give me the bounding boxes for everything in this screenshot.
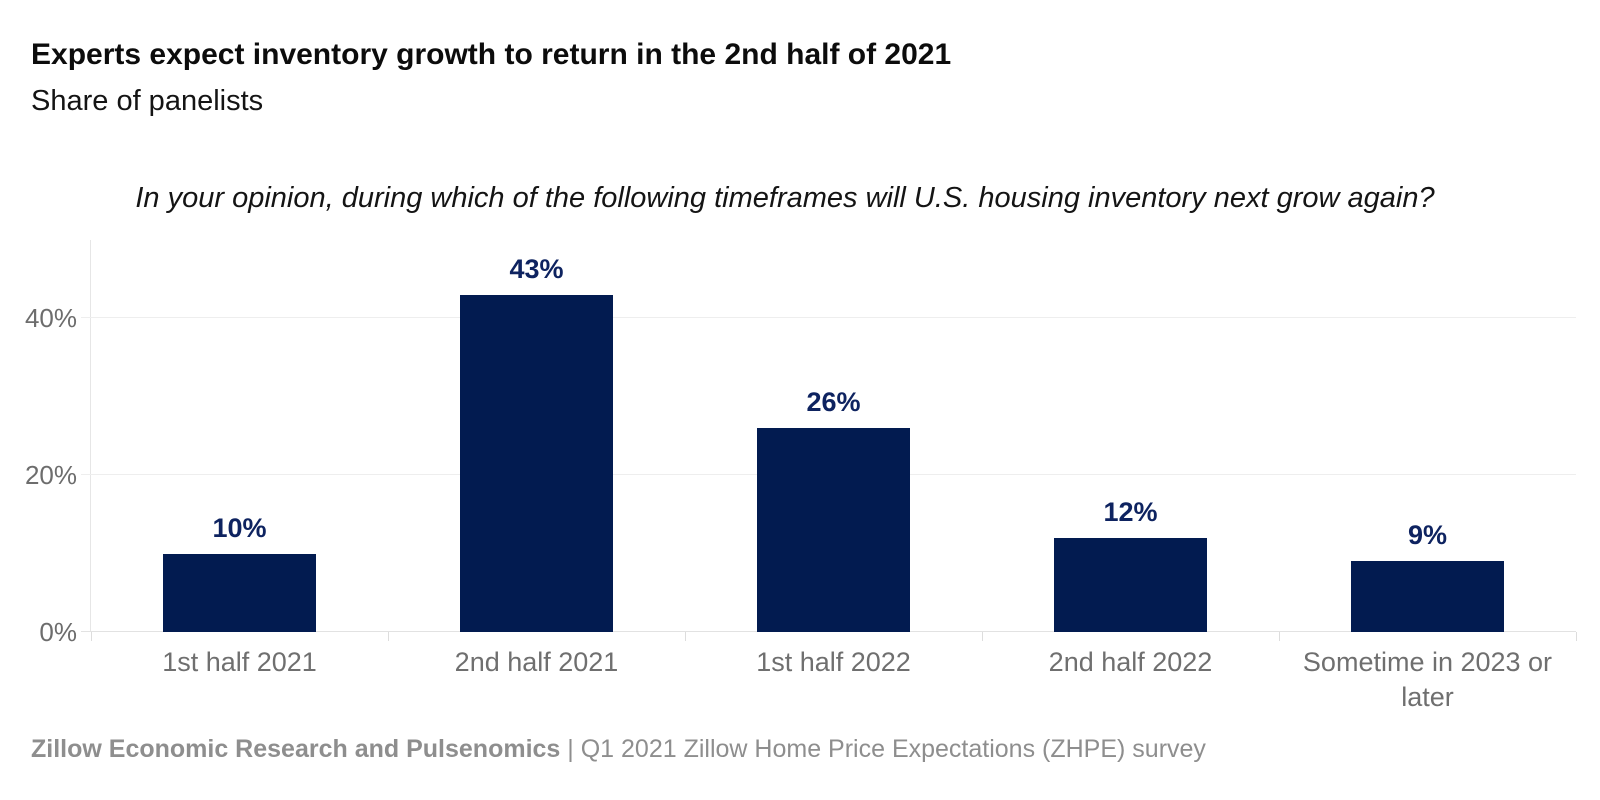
source-detail: | Q1 2021 Zillow Home Price Expectations… [560,735,1206,763]
bar-value-label: 9% [1407,520,1448,551]
bar-5 [1351,561,1504,632]
survey-question: In your opinion, during which of the fol… [135,182,1435,214]
category-label: 2nd half 2022 [1048,647,1213,677]
x-axis-tick [982,632,983,641]
y-axis-tick-label: 20% [24,460,77,491]
category-label: 1st half 2021 [162,647,317,677]
x-axis-tick [1576,632,1577,641]
gridline-40 [81,317,1576,319]
x-axis-tick [685,632,686,641]
category-label: 2nd half 2021 [454,647,619,677]
x-axis-tick [91,632,92,641]
y-axis-tick-label: 0% [39,617,77,647]
bar-value-label: 26% [806,387,861,418]
bar-value-label: 43% [509,253,564,284]
bar-1 [163,553,316,632]
page-title: Experts expect inventory growth to retur… [31,38,952,71]
source-name: Zillow Economic Research and Pulsenomics [31,735,561,763]
source-attribution: Zillow Economic Research and Pulsenomics… [31,735,1206,764]
category-label: 1st half 2022 [756,647,911,677]
bar-4 [1054,537,1207,632]
bar-value-label: 12% [1103,496,1158,527]
x-axis-tick [1279,632,1280,641]
bar-value-label: 10% [212,512,267,543]
x-axis-tick [388,632,389,641]
plot-area: 0% 20% 40% 10% 1st half 2021 43% 2nd half 2021… [25,240,1577,712]
page-subtitle: Share of panelists [31,85,264,117]
y-axis-tick-label: 40% [24,303,77,334]
bar-3 [757,428,910,632]
bar-2 [460,294,613,632]
category-label: Sometime in 2023 or later [1302,647,1553,713]
